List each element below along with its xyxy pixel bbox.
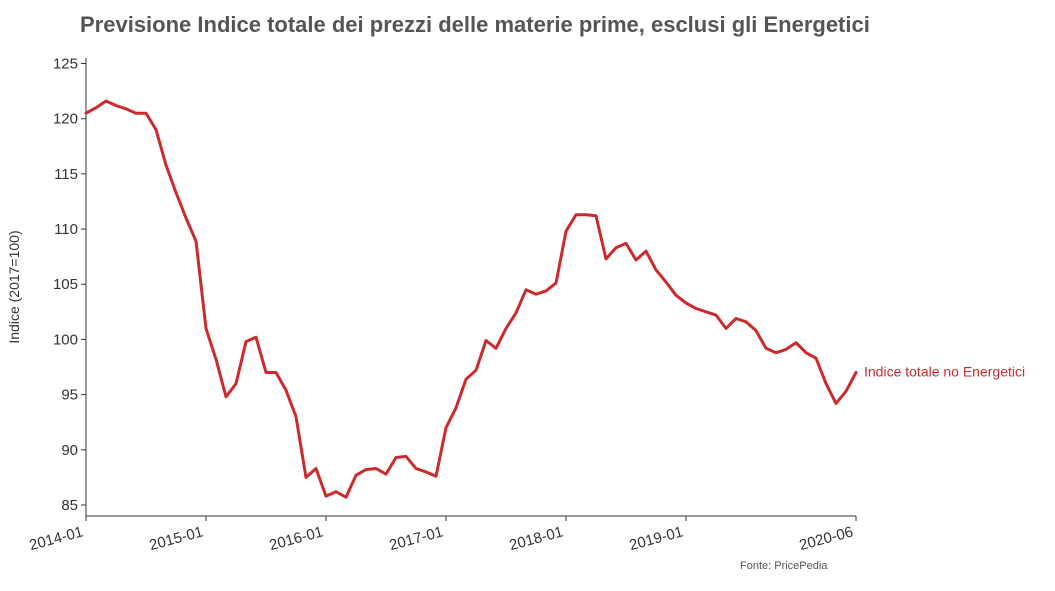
x-tick-label: 2016-01 [267, 523, 325, 554]
x-tick-label: 2018-01 [507, 523, 565, 554]
y-tick-label: 90 [61, 442, 78, 459]
y-tick-label: 125 [53, 56, 78, 73]
x-axis: 2014-01 2015-01 2016-01 2017-01 2018-01 2019-… [27, 515, 857, 554]
y-tick-label: 95 [61, 387, 78, 404]
y-tick-label: 100 [53, 331, 78, 348]
y-tick-label: 105 [53, 276, 78, 293]
chart-title: Previsione Indice totale dei prezzi dell… [80, 12, 870, 37]
y-tick-label: 120 [53, 111, 78, 128]
x-tick-label: 2017-01 [387, 523, 445, 554]
x-tick-label: 2014-01 [27, 523, 85, 554]
series-group: Indice totale no Energetici [84, 99, 1025, 499]
y-tick-label: 115 [54, 166, 78, 183]
y-tick-label: 85 [61, 497, 78, 514]
y-tick-label: 110 [54, 221, 78, 238]
y-axis-title: Indice (2017=100) [6, 230, 22, 343]
x-tick-label: 2020-06 [797, 523, 855, 554]
source-note: Fonte: PricePedia [740, 560, 828, 572]
y-axis: 85 90 95 100 105 110 115 120 125 [53, 56, 87, 516]
series-line [84, 99, 858, 499]
series-label: Indice totale no Energetici [864, 364, 1025, 380]
x-tick-label: 2015-01 [147, 523, 205, 554]
x-tick-label: 2019-01 [627, 523, 685, 554]
